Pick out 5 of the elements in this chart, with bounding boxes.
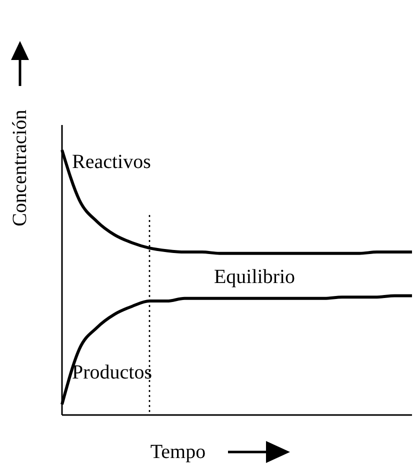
series-label: Productos (72, 361, 152, 384)
x-axis-title: Tempo (150, 441, 206, 463)
y-axis-title: Concentración (9, 110, 31, 226)
annotation: Equilibrio (214, 266, 296, 288)
series-label: Reactivos (72, 151, 152, 173)
